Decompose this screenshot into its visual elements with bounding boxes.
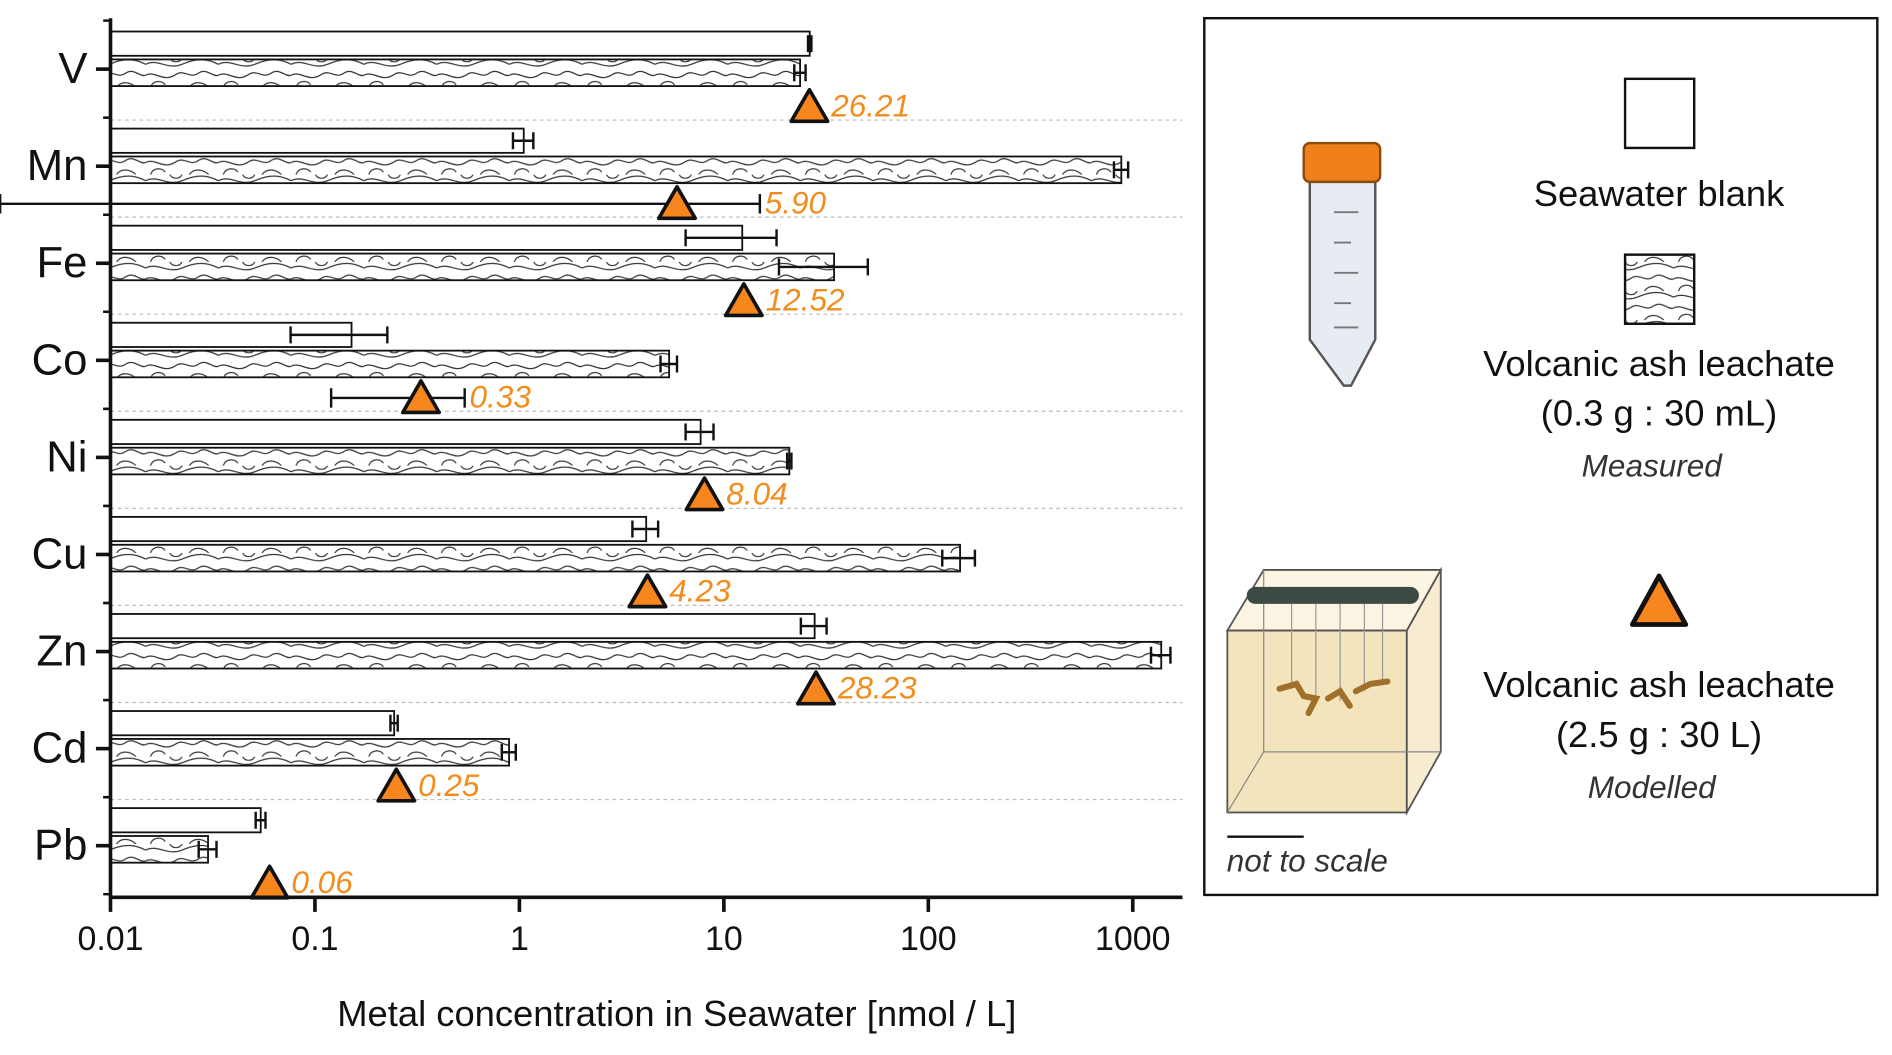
marker <box>723 282 764 318</box>
annotation: not to scale <box>1227 843 1388 879</box>
error-bar <box>806 35 813 53</box>
bar <box>109 58 802 88</box>
y-tick-label: Fe <box>37 238 88 287</box>
marker <box>657 184 698 221</box>
bar <box>109 807 262 834</box>
marker <box>796 670 837 706</box>
tank-icon <box>1225 566 1443 816</box>
bar <box>109 127 525 154</box>
bar <box>109 349 671 379</box>
marker <box>400 379 441 415</box>
error-bar <box>659 355 679 373</box>
error-bar <box>785 452 793 470</box>
marker <box>249 864 290 900</box>
legend-swatch <box>1623 77 1696 150</box>
legend-label: Volcanic ash leachate <box>1483 343 1835 384</box>
bar <box>109 252 835 282</box>
bar <box>109 613 816 640</box>
error-bar <box>1149 646 1172 664</box>
error-bar <box>941 549 977 567</box>
bar <box>109 640 1163 670</box>
error-bar <box>329 388 466 408</box>
legend-label: Volcanic ash leachate <box>1483 664 1835 705</box>
bar <box>109 738 510 767</box>
x-axis-label: Metal concentration in Seawater [nmol / … <box>337 993 1016 1034</box>
error-bar <box>684 423 715 441</box>
bar <box>109 835 209 864</box>
bar <box>109 710 396 737</box>
legend-swatch <box>1623 253 1696 325</box>
error-bar <box>254 811 267 829</box>
error-bar <box>389 714 399 732</box>
value-label: 5.90 <box>765 184 827 220</box>
error-bar <box>511 132 535 150</box>
legend-conditions: (2.5 g : 30 L) <box>1556 714 1762 755</box>
error-bar <box>289 326 389 344</box>
marker <box>376 767 417 803</box>
error-bar <box>631 520 660 538</box>
bar <box>109 446 791 476</box>
y-tick-label: Zn <box>37 627 88 676</box>
error-bar <box>0 194 762 214</box>
bar <box>109 543 961 573</box>
y-tick-label: Cd <box>32 724 88 773</box>
error-bar <box>197 840 218 858</box>
value-label: 12.52 <box>766 281 845 317</box>
error-bar <box>1112 161 1130 179</box>
legend: not to scale <box>1203 16 1879 897</box>
x-tick-label: 1 <box>510 920 529 958</box>
legend-conditions: (0.3 g : 30 mL) <box>1541 393 1777 434</box>
marker <box>627 573 668 609</box>
error-bar <box>777 258 870 276</box>
value-label: 0.25 <box>418 767 480 803</box>
y-tick-label: Ni <box>46 432 87 481</box>
value-label: 4.23 <box>669 573 731 609</box>
value-label: 26.21 <box>830 87 910 123</box>
legend-label: Seawater blank <box>1534 173 1785 214</box>
legend-swatch <box>1629 573 1689 627</box>
bar <box>109 30 811 57</box>
x-tick-label: 0.1 <box>291 920 338 958</box>
error-bar <box>799 617 828 635</box>
y-tick-label: V <box>58 44 87 93</box>
bar <box>109 515 648 543</box>
bar <box>109 224 744 251</box>
y-tick-label: Co <box>32 335 88 384</box>
marker <box>684 476 725 512</box>
value-label: 0.06 <box>291 864 353 900</box>
legend-method: Modelled <box>1588 769 1717 805</box>
marker <box>789 87 830 124</box>
y-tick-label: Pb <box>34 821 87 870</box>
value-label: 28.23 <box>837 670 917 706</box>
y-tick-label: Mn <box>27 141 88 190</box>
error-bar <box>684 229 778 247</box>
bar <box>109 155 1123 185</box>
bar <box>109 418 702 445</box>
x-tick-label: 10 <box>705 920 743 958</box>
error-bar <box>500 743 517 761</box>
error-bar <box>793 64 807 82</box>
y-tick-label: Cu <box>32 529 88 578</box>
value-label: 0.33 <box>470 378 532 414</box>
legend-method: Measured <box>1582 447 1724 483</box>
tube-icon <box>1302 141 1382 387</box>
x-tick-label: 0.01 <box>77 920 143 958</box>
value-label: 8.04 <box>726 476 787 512</box>
x-tick-label: 1000 <box>1095 920 1171 958</box>
x-tick-label: 100 <box>900 920 957 958</box>
